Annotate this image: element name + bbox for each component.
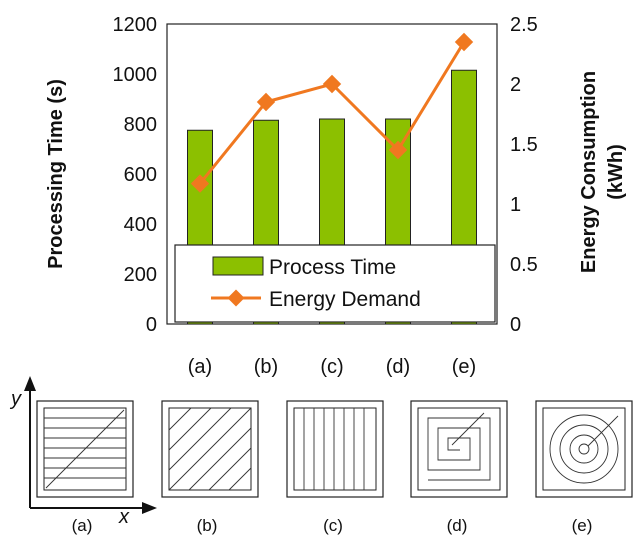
legend-label-process-time: Process Time xyxy=(269,256,396,279)
energy-point-2 xyxy=(322,74,342,94)
panel-a xyxy=(36,400,134,498)
legend: Process Time Energy Demand xyxy=(174,244,496,323)
y-tick-right: 2.5 xyxy=(510,14,538,36)
panel-label-b: (b) xyxy=(197,516,218,535)
category-label-1: (b) xyxy=(254,356,278,378)
energy-point-3 xyxy=(388,140,408,160)
energy-point-0 xyxy=(190,174,210,193)
y-tick-left: 1200 xyxy=(113,14,158,36)
panel-b xyxy=(161,400,259,498)
right-tick-labels: 0 0.5 1 1.5 2 2.5 xyxy=(510,14,538,336)
category-label-2: (c) xyxy=(320,356,343,378)
y-tick-left: 1000 xyxy=(113,64,158,86)
chart: 0 200 400 600 800 1000 1200 0 0.5 1 1.5 2 2.5 Proce… xyxy=(45,14,627,378)
y-tick-left: 800 xyxy=(124,114,157,136)
diagram-x-label: x xyxy=(118,506,130,528)
y-tick-left: 400 xyxy=(124,214,157,236)
legend-marker-swatch xyxy=(227,289,245,307)
diagram-x-arrowhead xyxy=(142,502,157,514)
legend-label-energy-demand: Energy Demand xyxy=(269,288,421,311)
left-tick-labels: 0 200 400 600 800 1000 1200 xyxy=(113,14,158,336)
panel-label-c: (c) xyxy=(323,516,343,535)
panel-label-a: (a) xyxy=(72,516,93,535)
panel-d xyxy=(410,400,508,498)
panel-label-d: (d) xyxy=(447,516,468,535)
energy-point-4 xyxy=(454,32,474,52)
legend-bar-swatch xyxy=(212,256,264,276)
y-axis-title-right-line1: Energy Consumption xyxy=(578,71,600,273)
category-label-0: (a) xyxy=(188,356,212,378)
energy-point-1 xyxy=(256,92,276,112)
y-tick-left: 200 xyxy=(124,264,157,286)
y-tick-left: 0 xyxy=(146,314,157,336)
y-tick-right: 0.5 xyxy=(510,254,538,276)
y-axis-title-left: Processing Time (s) xyxy=(45,79,67,269)
y-tick-right: 0 xyxy=(510,314,521,336)
y-axis-title-right-line2: (kWh) xyxy=(605,144,627,200)
diagram-y-arrowhead xyxy=(24,376,36,391)
panel-e xyxy=(535,400,633,498)
diagram-y-label: y xyxy=(9,388,22,410)
y-tick-left: 600 xyxy=(124,164,157,186)
toolpath-diagram: y x xyxy=(9,376,633,535)
category-label-3: (d) xyxy=(386,356,410,378)
y-tick-right: 2 xyxy=(510,74,521,96)
panel-c xyxy=(286,400,384,498)
panel-label-e: (e) xyxy=(572,516,593,535)
y-tick-right: 1 xyxy=(510,194,521,216)
y-tick-right: 1.5 xyxy=(510,134,538,156)
category-labels: (a) (b) (c) (d) (e) xyxy=(188,356,476,378)
category-label-4: (e) xyxy=(452,356,476,378)
energy-line xyxy=(190,32,474,193)
